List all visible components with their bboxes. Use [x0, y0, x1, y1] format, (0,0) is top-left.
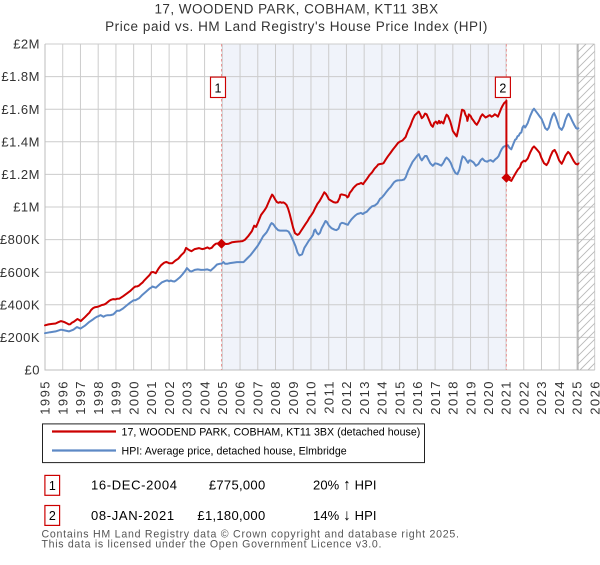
svg-text:2011: 2011: [321, 380, 336, 414]
svg-text:17, WOODEND PARK, COBHAM, KT11: 17, WOODEND PARK, COBHAM, KT11 3BX: [154, 2, 438, 17]
svg-text:1997: 1997: [73, 380, 88, 415]
svg-text:2005: 2005: [215, 380, 230, 415]
svg-text:£0: £0: [25, 363, 40, 378]
svg-text:2026: 2026: [587, 380, 600, 415]
svg-text:2008: 2008: [268, 380, 283, 415]
svg-text:£600K: £600K: [0, 265, 40, 280]
svg-text:£1.4M: £1.4M: [1, 134, 40, 149]
svg-text:2: 2: [49, 509, 56, 523]
svg-text:1: 1: [215, 81, 222, 95]
svg-text:08-JAN-2021: 08-JAN-2021: [91, 508, 175, 523]
svg-text:£200K: £200K: [0, 330, 40, 345]
svg-text:1996: 1996: [55, 380, 70, 415]
svg-text:£775,000: £775,000: [209, 478, 266, 493]
svg-text:2014: 2014: [375, 380, 390, 415]
svg-text:16-DEC-2004: 16-DEC-2004: [91, 478, 178, 493]
svg-text:2002: 2002: [162, 380, 177, 415]
svg-text:2022: 2022: [517, 380, 532, 415]
svg-text:17, WOODEND PARK, COBHAM, KT11: 17, WOODEND PARK, COBHAM, KT11 3BX (deta…: [122, 426, 421, 438]
svg-text:1: 1: [49, 479, 56, 493]
svg-text:2017: 2017: [428, 380, 443, 415]
svg-text:2025: 2025: [570, 380, 585, 415]
svg-text:£1.2M: £1.2M: [1, 167, 40, 182]
svg-text:£400K: £400K: [0, 297, 40, 312]
svg-text:HPI: Average price, detached h: HPI: Average price, detached house, Elmb…: [122, 445, 347, 457]
svg-text:2004: 2004: [197, 380, 212, 415]
svg-text:2016: 2016: [410, 380, 425, 415]
svg-text:2006: 2006: [233, 380, 248, 415]
svg-text:Contains HM Land Registry data: Contains HM Land Registry data © Crown c…: [42, 529, 460, 541]
svg-text:14% ↓ HPI: 14% ↓ HPI: [313, 507, 377, 524]
svg-text:2019: 2019: [463, 380, 478, 415]
svg-text:2003: 2003: [180, 380, 195, 415]
svg-text:20% ↑ HPI: 20% ↑ HPI: [313, 477, 377, 494]
svg-text:2: 2: [499, 81, 506, 95]
svg-text:Price paid vs. HM Land Registr: Price paid vs. HM Land Registry's House …: [105, 19, 488, 34]
svg-text:2013: 2013: [357, 380, 372, 415]
svg-text:£1.6M: £1.6M: [1, 102, 40, 117]
svg-text:This data is licensed under th: This data is licensed under the Open Gov…: [42, 539, 383, 551]
svg-text:1995: 1995: [38, 380, 53, 415]
svg-text:£2M: £2M: [13, 37, 40, 52]
svg-text:2015: 2015: [392, 380, 407, 415]
svg-text:2009: 2009: [286, 380, 301, 415]
svg-text:2023: 2023: [534, 380, 549, 415]
svg-text:2000: 2000: [126, 380, 141, 415]
svg-text:£1,180,000: £1,180,000: [197, 508, 265, 523]
svg-text:2021: 2021: [499, 380, 514, 415]
svg-text:2018: 2018: [446, 380, 461, 415]
svg-text:2007: 2007: [251, 380, 266, 415]
svg-text:2020: 2020: [481, 380, 496, 415]
svg-text:£1M: £1M: [13, 200, 40, 215]
svg-text:2024: 2024: [552, 380, 567, 415]
svg-text:1998: 1998: [91, 380, 106, 415]
svg-text:2001: 2001: [144, 380, 159, 415]
svg-text:2010: 2010: [304, 380, 319, 415]
svg-text:1999: 1999: [109, 380, 124, 415]
svg-text:£800K: £800K: [0, 232, 40, 247]
svg-text:£1.8M: £1.8M: [1, 69, 40, 84]
svg-text:2012: 2012: [339, 380, 354, 415]
